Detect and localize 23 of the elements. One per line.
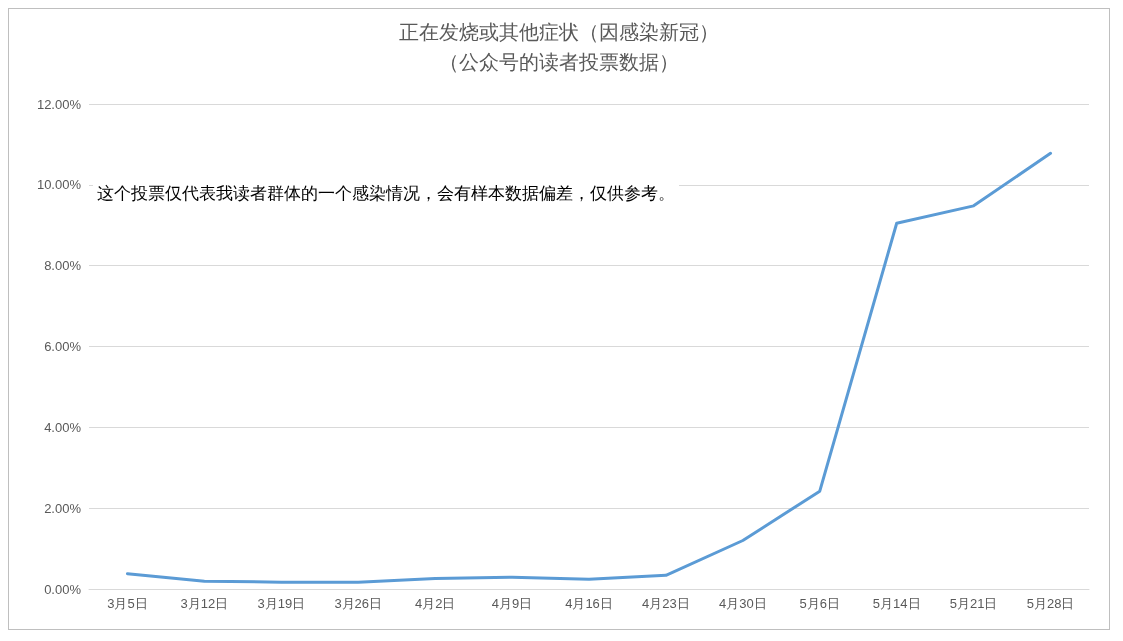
x-tick-label: 4月2日 — [414, 596, 456, 611]
x-tick-label: 3月5日 — [107, 596, 148, 611]
x-tick-label: 3月26日 — [334, 596, 383, 611]
y-tick-label: 12.00% — [36, 96, 82, 112]
y-tick-label: 8.00% — [44, 258, 82, 274]
x-tick-label: 5月6日 — [799, 596, 840, 611]
x-tick-label: 5月28日 — [1026, 596, 1075, 611]
x-tick-label: 3月12日 — [180, 596, 229, 611]
x-tick-label: 4月23日 — [642, 596, 690, 611]
annotation: 这个投票仅代表我读者群体的一个感染情况，会有样本数据偏差，仅供参考。 — [97, 182, 675, 203]
y-tick-label: 2.00% — [44, 500, 82, 516]
chart-title: 正在发烧或其他症状（因感染新冠） — [399, 20, 719, 44]
x-tick-label: 3月19日 — [257, 596, 306, 611]
y-tick-label: 0.00% — [44, 581, 82, 597]
x-tick-label: 5月21日 — [949, 596, 998, 611]
y-tick-label: 4.00% — [44, 419, 82, 435]
y-tick-label: 10.00% — [36, 177, 82, 193]
x-tick-label: 4月16日 — [565, 596, 613, 611]
y-tick-label: 6.00% — [44, 339, 82, 354]
x-tick-label: 5月14日 — [872, 596, 921, 611]
x-tick-label: 4月9日 — [491, 596, 533, 611]
chart-subtitle: （公众号的读者投票数据） — [439, 50, 679, 74]
x-tick-label: 4月30日 — [718, 596, 767, 611]
